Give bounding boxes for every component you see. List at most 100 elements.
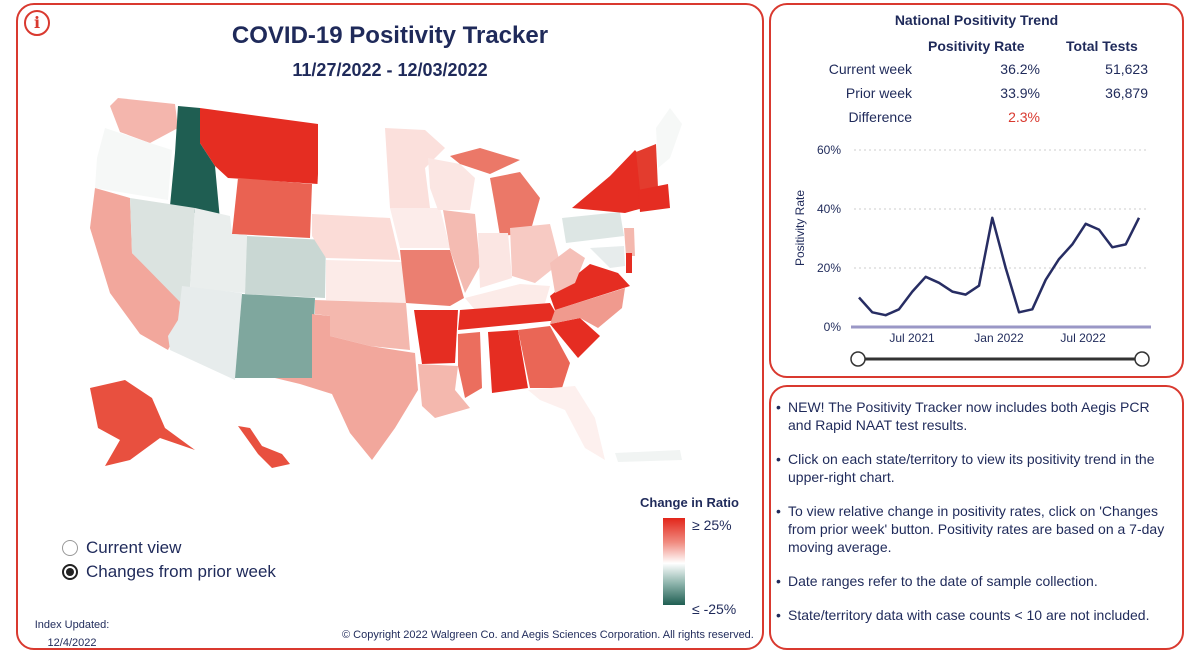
state-new-mexico[interactable] — [235, 294, 315, 378]
radio-circle[interactable] — [62, 564, 78, 580]
x-tick-label: Jul 2021 — [889, 331, 935, 345]
state-texas[interactable] — [275, 314, 418, 460]
x-tick-label: Jul 2022 — [1060, 331, 1106, 345]
copyright: © Copyright 2022 Walgreen Co. and Aegis … — [342, 629, 754, 641]
index-updated-label: Index Updated: — [34, 619, 110, 631]
state-colorado[interactable] — [245, 236, 326, 298]
y-axis-label: Positivity Rate — [793, 190, 807, 266]
note-item: • Date ranges refer to the date of sample… — [776, 573, 1098, 589]
note-text: Date ranges refer to the date of sample … — [788, 573, 1098, 589]
notes-list: • NEW! The Positivity Tracker now include… — [776, 398, 1176, 640]
state-new-jersey[interactable] — [624, 228, 635, 256]
trend-title: National Positivity Trend — [894, 12, 1059, 28]
state-idaho[interactable] — [170, 106, 220, 220]
legend-max-label: ≥ 25% — [692, 517, 732, 533]
us-map[interactable] — [50, 88, 700, 483]
state-illinois[interactable] — [443, 210, 480, 293]
state-michigan-upper[interactable] — [450, 148, 520, 174]
state-oklahoma[interactable] — [315, 300, 410, 350]
territory-puerto-rico[interactable] — [615, 450, 682, 462]
state-ohio[interactable] — [510, 224, 560, 283]
state-north-dakota[interactable] — [318, 126, 388, 176]
y-tick-label: 0% — [824, 320, 842, 334]
radio-changes-prior-week[interactable]: Changes from prior week — [62, 562, 276, 582]
legend-title: Change in Ratio — [640, 495, 739, 510]
radio-label: Changes from prior week — [86, 562, 276, 581]
note-text: State/territory data with case counts < … — [788, 607, 1150, 623]
slider-handle-start[interactable] — [850, 351, 866, 367]
prior-week-tests: 36,879 — [1105, 85, 1148, 101]
state-louisiana[interactable] — [418, 364, 470, 418]
current-week-rate: 36.2% — [1000, 61, 1040, 77]
state-pennsylvania[interactable] — [562, 212, 624, 243]
row-label-current: Current week — [828, 61, 912, 77]
x-tick-label: Jan 2022 — [974, 331, 1024, 345]
y-tick-label: 60% — [817, 143, 841, 157]
note-item: • Click on each state/territory to view i… — [776, 450, 1176, 486]
state-arkansas[interactable] — [414, 310, 458, 364]
state-wyoming[interactable] — [232, 178, 312, 238]
slider-handle-end[interactable] — [1134, 351, 1150, 367]
state-north-carolina[interactable] — [550, 288, 625, 328]
radio-label: Current view — [86, 538, 182, 557]
y-tick-label: 40% — [817, 202, 841, 216]
state-delaware[interactable] — [626, 253, 632, 273]
prior-week-rate: 33.9% — [1000, 85, 1040, 101]
radio-current-view[interactable]: Current view — [62, 538, 181, 558]
state-west-virginia[interactable] — [550, 248, 585, 293]
state-maine[interactable] — [656, 108, 682, 168]
row-label-difference: Difference — [848, 109, 912, 125]
state-michigan[interactable] — [490, 172, 540, 236]
legend-color-scale — [663, 518, 685, 605]
note-item: • NEW! The Positivity Tracker now include… — [776, 398, 1176, 434]
info-icon[interactable]: i — [24, 10, 50, 36]
state-hawaii[interactable] — [238, 426, 290, 468]
state-vermont-nh[interactable] — [636, 144, 658, 190]
state-georgia[interactable] — [518, 326, 570, 388]
state-massachusetts-ct[interactable] — [638, 184, 670, 212]
state-oregon[interactable] — [95, 128, 172, 200]
notes-panel — [769, 385, 1184, 650]
state-new-york[interactable] — [572, 150, 650, 213]
state-florida[interactable] — [528, 386, 605, 460]
current-week-tests: 51,623 — [1105, 61, 1148, 77]
legend-min-label: ≤ -25% — [692, 601, 737, 617]
difference-rate: 2.3% — [1008, 109, 1040, 125]
state-arizona[interactable] — [168, 286, 242, 380]
state-missouri[interactable] — [400, 250, 464, 306]
state-washington[interactable] — [110, 98, 178, 143]
national-trend-panel — [769, 3, 1184, 378]
state-alaska[interactable] — [90, 380, 195, 466]
state-minnesota[interactable] — [385, 128, 445, 208]
series-line-national — [858, 216, 1141, 317]
chart-gridlines — [854, 149, 1149, 269]
positivity-trend-chart[interactable]: 0% 20% 40% 60% Jul 2021 Jan 2022 Jul 2022 Pos… — [769, 130, 1184, 375]
state-nevada[interactable] — [130, 198, 195, 304]
radio-circle[interactable] — [62, 540, 78, 556]
state-nebraska[interactable] — [312, 214, 400, 260]
state-south-dakota[interactable] — [316, 174, 390, 218]
state-alabama[interactable] — [488, 330, 528, 393]
state-iowa[interactable] — [390, 208, 450, 248]
row-label-prior: Prior week — [845, 85, 912, 101]
state-virginia[interactable] — [550, 264, 630, 310]
index-updated-date: 12/4/2022 — [47, 637, 97, 649]
state-california[interactable] — [90, 188, 188, 350]
state-mississippi[interactable] — [458, 332, 482, 398]
state-south-carolina[interactable] — [550, 318, 600, 358]
note-text: To view relative change in positivity ra… — [788, 503, 1165, 555]
y-tick-label: 20% — [817, 261, 841, 275]
state-tennessee[interactable] — [458, 303, 560, 330]
state-montana[interactable] — [200, 108, 318, 184]
state-maryland[interactable] — [590, 246, 625, 268]
state-kansas[interactable] — [326, 260, 406, 303]
column-header-tests: Total Tests — [1066, 38, 1138, 54]
state-kentucky[interactable] — [465, 284, 550, 310]
state-utah[interactable] — [190, 208, 247, 293]
state-wisconsin[interactable] — [428, 158, 475, 210]
column-header-rate: Positivity Rate — [928, 38, 1025, 54]
state-indiana[interactable] — [478, 233, 512, 288]
x-axis-ticks: Jul 2021 Jan 2022 Jul 2022 — [889, 331, 1106, 345]
page-title: COVID-19 Positivity Tracker — [231, 22, 549, 49]
note-text: NEW! The Positivity Tracker now includes… — [788, 399, 1150, 433]
